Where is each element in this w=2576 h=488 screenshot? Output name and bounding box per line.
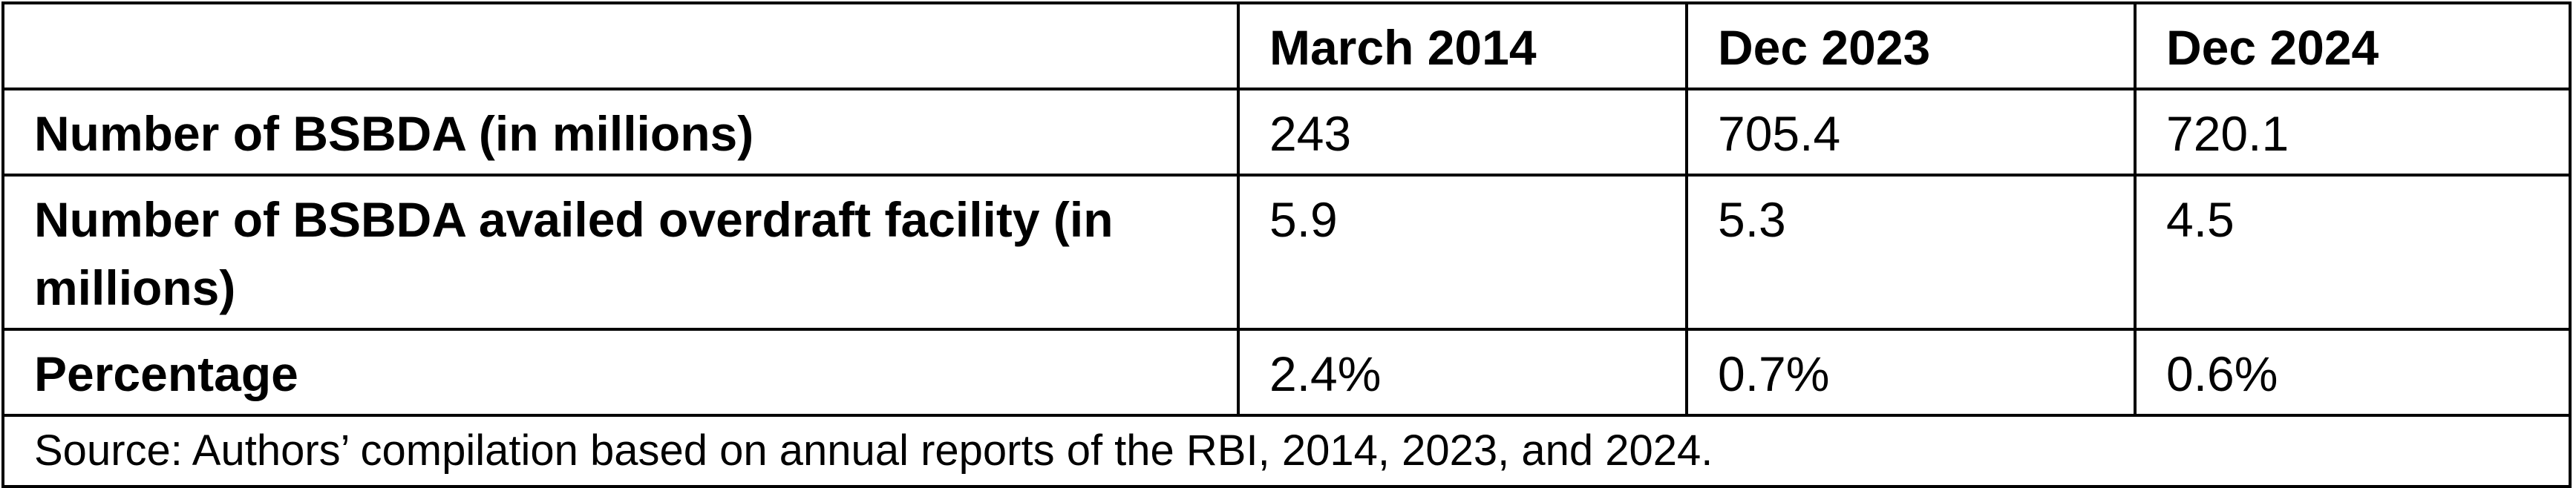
table-row: Percentage 2.4% 0.7% 0.6% xyxy=(1,328,2572,417)
table-cell: 705.4 xyxy=(1685,88,2137,177)
table-cell: 5.3 xyxy=(1685,174,2137,331)
header-cell-dec-2023: Dec 2023 xyxy=(1685,1,2137,90)
header-cell-empty xyxy=(1,1,1240,90)
source-note: Source: Authors’ compilation based on an… xyxy=(1,414,2572,488)
table-cell: 243 xyxy=(1237,88,1688,177)
table-row: Number of BSBDA availed overdraft facili… xyxy=(1,174,2572,331)
source-row: Source: Authors’ compilation based on an… xyxy=(1,414,2572,488)
table-cell: 0.7% xyxy=(1685,328,2137,417)
table-cell: 2.4% xyxy=(1237,328,1688,417)
table-header-row: March 2014 Dec 2023 Dec 2024 xyxy=(1,1,2572,90)
table-row: Number of BSBDA (in millions) 243 705.4 … xyxy=(1,88,2572,177)
table-cell: 4.5 xyxy=(2134,174,2572,331)
row-label: Number of BSBDA availed overdraft facili… xyxy=(1,174,1240,331)
table-cell: 720.1 xyxy=(2134,88,2572,177)
header-cell-dec-2024: Dec 2024 xyxy=(2134,1,2572,90)
table-cell: 0.6% xyxy=(2134,328,2572,417)
header-cell-march-2014: March 2014 xyxy=(1237,1,1688,90)
row-label: Number of BSBDA (in millions) xyxy=(1,88,1240,177)
table-cell: 5.9 xyxy=(1237,174,1688,331)
row-label: Percentage xyxy=(1,328,1240,417)
